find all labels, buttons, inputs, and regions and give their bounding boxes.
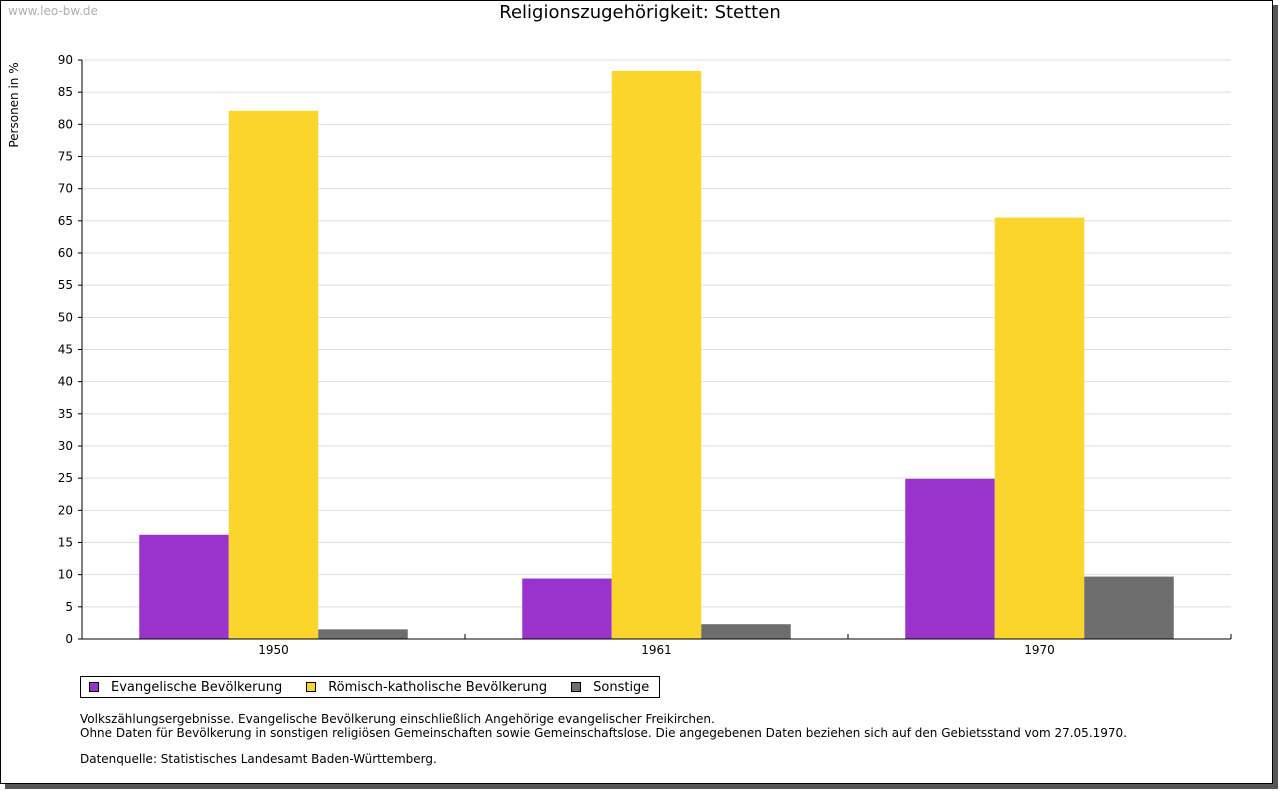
bar — [522, 578, 612, 639]
bar — [994, 217, 1085, 639]
y-tick-label: 20 — [58, 503, 73, 517]
y-tick-label: 70 — [58, 182, 73, 196]
y-tick-label: 25 — [58, 471, 73, 485]
legend-swatch — [571, 682, 582, 692]
bar — [139, 534, 229, 639]
y-tick-label: 10 — [58, 568, 73, 582]
y-tick-label: 90 — [58, 53, 73, 67]
legend-item: Römisch-katholische Bevölkerung — [306, 680, 547, 695]
legend-item: Evangelische Bevölkerung — [89, 680, 282, 695]
bar — [1084, 576, 1174, 639]
y-tick-label: 50 — [58, 310, 73, 324]
x-tick-label: 1950 — [258, 643, 289, 657]
y-tick-label: 75 — [58, 150, 73, 164]
y-tick-label: 35 — [58, 407, 73, 421]
legend: Evangelische Bevölkerung Römisch-katholis… — [80, 676, 661, 698]
y-tick-label: 40 — [58, 375, 73, 389]
y-tick-label: 0 — [65, 632, 73, 646]
legend-item: Sonstige — [571, 680, 649, 695]
y-tick-label: 5 — [65, 600, 73, 614]
bar — [701, 624, 791, 639]
y-tick-label: 85 — [58, 85, 73, 99]
note-line-2: Ohne Daten für Bevölkerung in sonstigen … — [80, 726, 1127, 740]
note-line-1: Volkszählungsergebnisse. Evangelische Be… — [80, 712, 715, 726]
legend-swatch — [89, 682, 99, 692]
bar — [228, 110, 319, 639]
bar — [611, 70, 702, 640]
x-tick-label: 1961 — [641, 643, 672, 657]
y-tick-label: 45 — [58, 343, 73, 357]
y-tick-label: 60 — [58, 246, 73, 260]
y-tick-label: 15 — [58, 536, 73, 550]
y-tick-label: 80 — [58, 117, 73, 131]
bar — [318, 629, 408, 639]
x-tick-label: 1970 — [1024, 643, 1055, 657]
legend-label: Sonstige — [593, 679, 650, 695]
y-tick-label: 65 — [58, 214, 73, 228]
y-tick-label: 30 — [58, 439, 73, 453]
watermark: www.leo-bw.de — [8, 4, 98, 18]
legend-label: Evangelische Bevölkerung — [111, 679, 283, 695]
chart-title: Religionszugehörigkeit: Stetten — [499, 2, 781, 23]
legend-label: Römisch-katholische Bevölkerung — [328, 679, 548, 695]
bar — [905, 478, 995, 639]
y-tick-label: 55 — [58, 278, 73, 292]
data-source: Datenquelle: Statistisches Landesamt Bad… — [80, 752, 437, 766]
chart-notes: Volkszählungsergebnisse. Evangelische Be… — [80, 712, 1127, 766]
legend-swatch — [306, 682, 317, 692]
